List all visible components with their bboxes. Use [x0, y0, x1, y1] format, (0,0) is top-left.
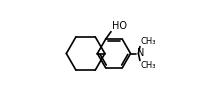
Text: CH₃: CH₃ — [140, 37, 156, 46]
Text: HO: HO — [111, 21, 126, 31]
Text: CH₃: CH₃ — [140, 61, 156, 70]
Text: N: N — [137, 48, 144, 59]
